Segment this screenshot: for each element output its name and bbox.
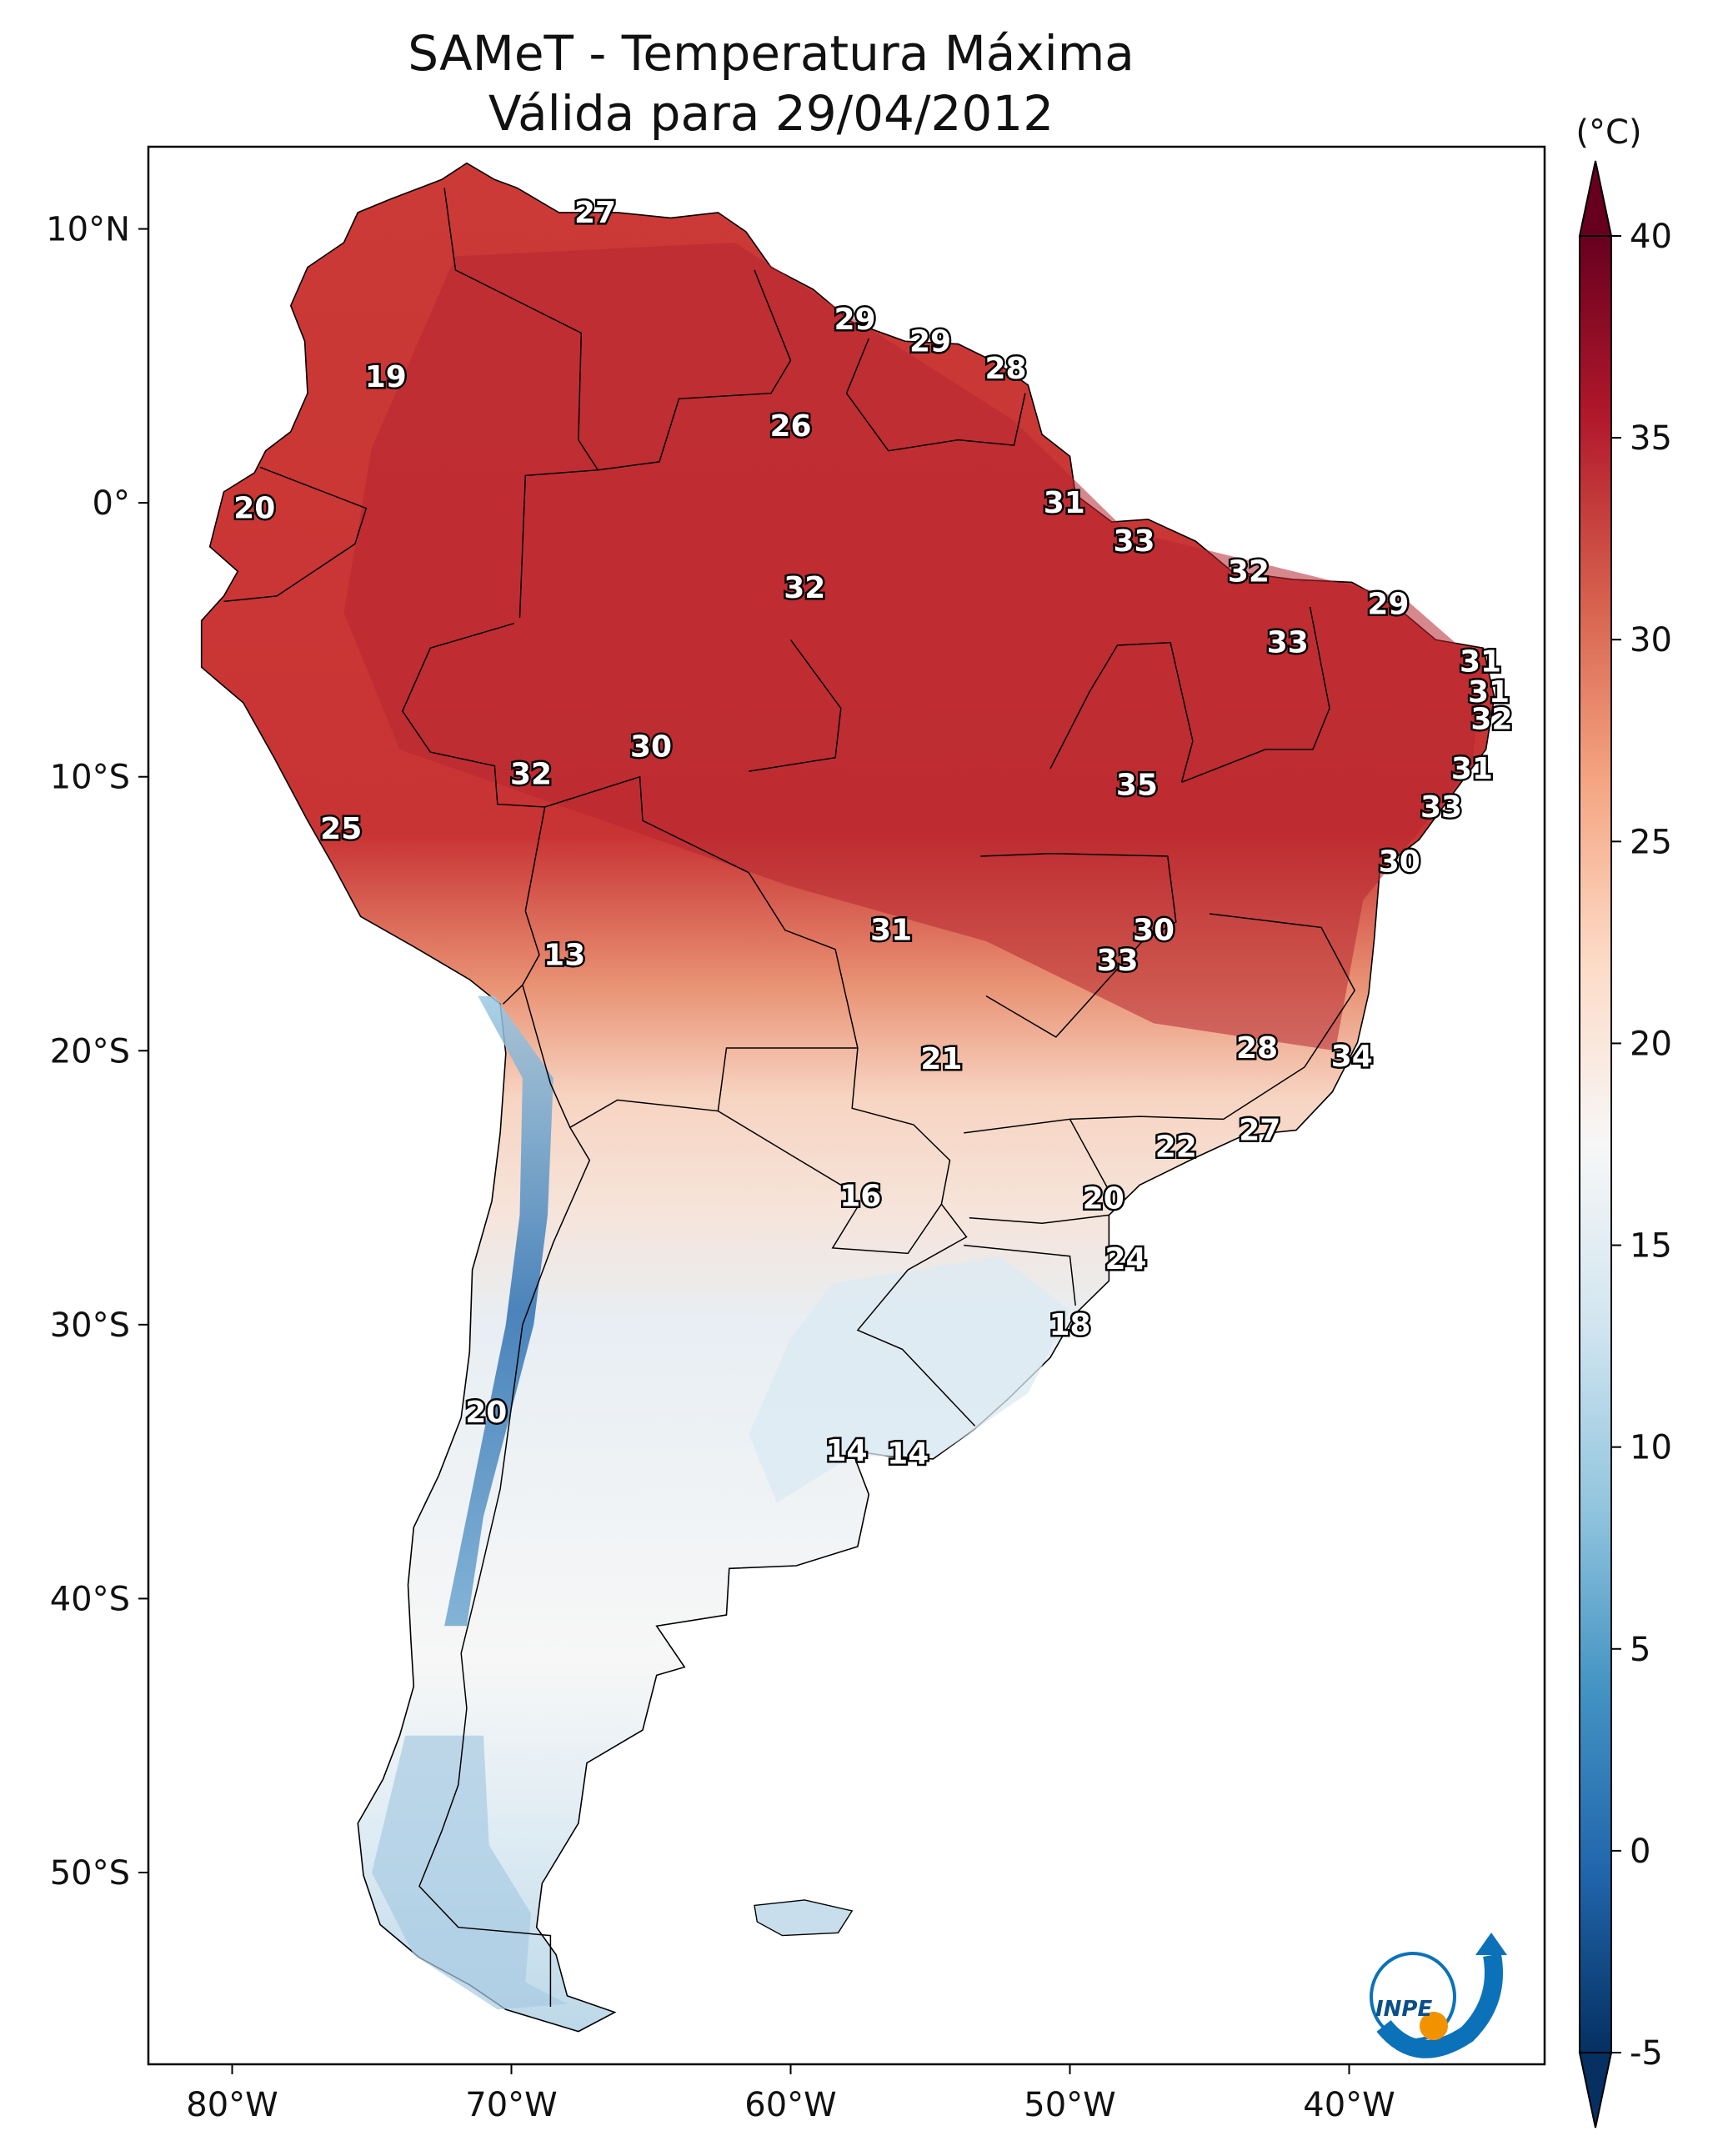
title-line-1: SAMeT - Temperatura Máxima [408,25,1134,82]
latitude-tick-label: 10°N [46,211,130,249]
hot-region-shading [343,243,1484,1051]
border-line [749,639,842,772]
longitude-tick-label: 70°W [465,2086,557,2124]
temperature-value-label: 30 [1379,845,1420,880]
temperature-value-label: 31 [1468,675,1510,709]
longitude-tick-label: 50°W [1024,2086,1115,2124]
temperature-value-label: 27 [574,196,616,230]
temperature-value-label: 28 [984,352,1026,386]
map-frame [147,145,1546,2066]
border-line [418,1126,591,2007]
border-line [856,1203,976,1426]
latitude-tick-label: 0° [93,484,130,523]
falkland-islands [754,1899,854,1937]
temperature-value-label: 33 [1420,790,1462,825]
temperature-value-label: 21 [920,1042,962,1076]
temperature-value-label: 29 [1367,588,1409,622]
colorbar-tick-label: 25 [1630,823,1672,861]
temperature-value-label: 30 [630,730,672,765]
border-line [443,188,599,619]
inpe-logo: INPE [1370,1933,1507,2058]
colorbar-tick-label: -5 [1630,2034,1663,2073]
temperature-value-label: 31 [1451,752,1493,786]
inpe-logo-text: INPE [1375,1997,1432,2022]
temperature-value-label: 25 [320,812,362,846]
temperature-value-label: 31 [1460,645,1501,679]
country-borders [223,188,1356,2007]
border-line [969,1214,1109,1225]
colorbar-tick-label: 10 [1630,1429,1672,1467]
temperature-value-label: 31 [1044,486,1085,520]
temperature-value-label: 14 [887,1436,929,1471]
latitude-ticks: 10°N 0° 10°S 20°S 30°S 40°S 50°S [46,211,148,1893]
temperature-value-label: 20 [233,492,275,526]
temperature-value-label: 32 [1228,554,1270,589]
map-title: SAMeT - Temperatura Máxima Válida para 2… [0,23,1542,143]
border-line [1069,913,1356,1121]
longitude-tick-label: 60°W [744,2086,836,2124]
temperature-value-label: 26 [769,409,811,444]
border-line [964,1118,1113,1196]
colorbar-extend-max [1578,160,1613,237]
border-line [1049,641,1194,783]
border-line [964,1244,1076,1306]
latitude-tick-label: 20°S [50,1032,130,1070]
longitude-tick-label: 40°W [1303,2086,1395,2124]
border-line [401,622,546,1005]
colorbar-tick-label: 5 [1630,1631,1650,1669]
temperature-value-label: 33 [1096,944,1138,978]
longitude-tick-label: 80°W [186,2086,278,2124]
border-line [845,338,1026,452]
temperature-value-label: 24 [1104,1242,1146,1276]
temperature-value-label: 32 [784,571,825,605]
temperature-value-label: 14 [825,1434,867,1468]
temperature-value-label: 22 [1155,1130,1197,1164]
temperature-value-label: 29 [834,303,875,337]
colorbar-unit: (°C) [1575,113,1641,152]
temperature-value-label: 30 [1133,914,1175,948]
temperature-value-label: 16 [839,1179,881,1213]
latitude-tick-label: 30°S [50,1306,130,1345]
pampa-cool-region [749,1256,1070,1503]
temperature-value-label: 20 [465,1396,507,1430]
temperature-value-label: 19 [365,360,407,394]
temperature-value-label: 32 [1470,703,1512,737]
border-line [598,269,792,471]
latitude-tick-label: 50°S [50,1854,130,1893]
temperature-value-label: 33 [1267,626,1309,660]
andes-cold-band [444,995,553,1627]
temperature-value-label: 20 [1083,1182,1124,1216]
temperature-value-label: 13 [543,938,585,972]
longitude-ticks: 80°W 70°W 60°W 50°W 40°W [186,2064,1395,2124]
colorbar-tick-label: 0 [1630,1833,1650,1871]
latitude-tick-label: 40°S [50,1580,130,1618]
colorbar-scale [1579,235,1612,2053]
temperature-value-label: 28 [1236,1031,1278,1065]
temperature-value-label: 27 [1239,1114,1280,1148]
colorbar-tick-label: 30 [1630,621,1672,659]
colorbar-tick-label: 35 [1630,419,1672,458]
border-line [223,466,368,603]
border-line [1181,606,1330,783]
temperature-value-label: 32 [510,757,552,791]
temperature-value-label: 18 [1049,1308,1090,1342]
patagonia-cool-region [372,1735,568,2010]
title-line-2: Válida para 29/04/2012 [488,85,1054,142]
temperature-value-label: 29 [909,324,951,358]
colorbar-tick-label: 40 [1630,218,1672,256]
colorbar-extend-min [1578,2052,1613,2128]
temperature-value-label: 34 [1331,1040,1373,1074]
border-line [980,852,1177,1038]
colorbar-tick-label: 15 [1630,1227,1672,1266]
temperature-value-label: 33 [1113,524,1155,559]
temperature-value-label: 35 [1116,769,1158,803]
latitude-tick-label: 10°S [50,759,130,797]
temperature-value-label: 31 [870,914,912,948]
border-line [718,1047,951,1255]
colorbar-ticks: 40 35 30 25 20 15 10 5 0 -5 [1611,218,1672,2073]
colorbar-tick-label: 20 [1630,1025,1672,1063]
